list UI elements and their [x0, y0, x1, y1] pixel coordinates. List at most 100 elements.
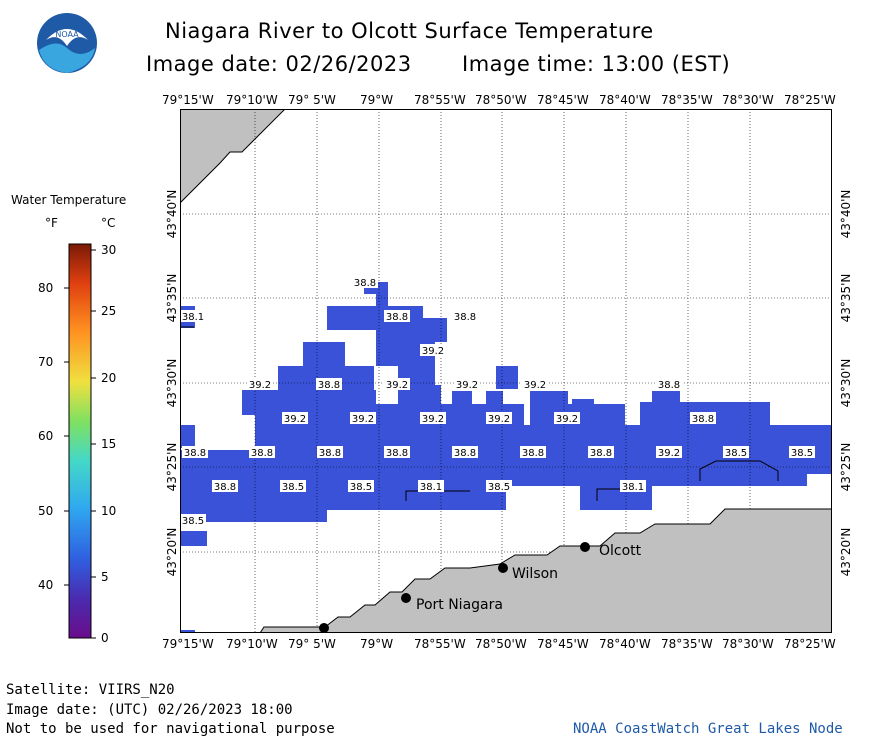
lon-label-top: 78°25'W — [784, 93, 836, 107]
credit-link[interactable]: NOAA CoastWatch Great Lakes Node — [573, 721, 843, 737]
temp-label-bg — [317, 446, 343, 458]
lat-label-right: 43°35'N — [839, 273, 853, 323]
temp-label-bg — [588, 446, 614, 458]
lon-label-top: 78°55'W — [414, 93, 466, 107]
f-tick-70: 70 — [38, 355, 54, 369]
color-scale — [64, 243, 96, 639]
lon-label-bottom: 79°10'W — [226, 637, 278, 651]
temp-label-bg — [554, 412, 580, 424]
scale-ticks — [64, 249, 96, 639]
lon-label-bottom: 78°25'W — [784, 637, 836, 651]
c-tick-25: 25 — [101, 304, 117, 318]
temp-label-bg — [384, 446, 410, 458]
temp-label-bg — [452, 310, 478, 322]
temp-label: 39.2 — [249, 380, 271, 391]
temp-label: 38.8 — [454, 312, 476, 323]
c-tick-30: 30 — [101, 243, 117, 257]
temp-label-bg — [180, 514, 206, 526]
lon-label-top: 79° 5'W — [288, 93, 336, 107]
temp-label: 39.2 — [422, 414, 444, 425]
temp-label: 38.5 — [725, 448, 747, 459]
satellite-label: Satellite: VIIRS_N20 — [6, 682, 175, 698]
legend-title: Water Temperature — [11, 193, 127, 207]
temp-label: 39.2 — [284, 414, 306, 425]
temp-label-bg — [247, 378, 273, 390]
temp-label: 38.1 — [622, 482, 644, 493]
f-tick-50: 50 — [38, 504, 54, 518]
lon-label-top: 78°30'W — [722, 93, 774, 107]
place-label-olcott: Olcott — [599, 543, 642, 559]
lat-label-left: 43°20'N — [165, 527, 179, 577]
water-area — [180, 282, 832, 633]
temp-label-bg — [486, 412, 512, 424]
svg-text:NOAA: NOAA — [55, 30, 79, 39]
temp-label-bg — [486, 480, 512, 492]
temp-label-bg — [789, 446, 815, 458]
temp-label: 38.1 — [182, 312, 204, 323]
temp-label: 39.2 — [524, 380, 546, 391]
temp-label-bg — [420, 344, 446, 356]
temp-label: 38.5 — [791, 448, 813, 459]
page-title: Niagara River to Olcott Surface Temperat… — [165, 19, 654, 43]
lon-label-bottom: 79° 5'W — [288, 637, 336, 651]
temp-label-bg — [350, 412, 376, 424]
temp-label-bg — [656, 378, 682, 390]
niagara-mouth-marker — [319, 623, 329, 633]
temp-label: 38.8 — [658, 380, 680, 391]
lon-label-bottom: 79°15'W — [162, 637, 214, 651]
temp-label-bg — [282, 412, 308, 424]
lon-label-bottom: 78°30'W — [722, 637, 774, 651]
temp-label-bg — [420, 412, 446, 424]
lon-label-bottom: 78°55'W — [414, 637, 466, 651]
temp-label: 39.2 — [556, 414, 578, 425]
lat-label-right: 43°25'N — [839, 442, 853, 492]
f-tick-60: 60 — [38, 429, 54, 443]
lat-label-right: 43°40'N — [839, 189, 853, 239]
f-tick-40: 40 — [38, 578, 54, 592]
place-markers: Olcott Wilson Port Niagara — [319, 542, 642, 633]
lon-label-top: 78°40'W — [599, 93, 651, 107]
lon-label-bottom: 78°45'W — [537, 637, 589, 651]
temp-label: 38.1 — [420, 482, 442, 493]
wilson-marker — [498, 563, 508, 573]
temp-label: 38.8 — [251, 448, 273, 459]
lon-label-top: 79°10'W — [226, 93, 278, 107]
temp-label-bg — [384, 310, 410, 322]
image-time: Image time: 13:00 (EST) — [462, 52, 731, 76]
temp-label: 38.8 — [319, 448, 341, 459]
lon-label-top: 78°45'W — [537, 93, 589, 107]
temp-label-bg — [316, 378, 342, 390]
legend-unit-f: °F — [45, 216, 58, 230]
temp-label: 38.5 — [488, 482, 510, 493]
temp-label-bg — [723, 446, 749, 458]
lat-label-right: 43°20'N — [839, 527, 853, 577]
temp-label: 38.8 — [184, 448, 206, 459]
temp-label-bg — [454, 378, 480, 390]
temp-label-bg — [212, 480, 238, 492]
noaa-logo: NOAA — [37, 13, 97, 73]
map-frame — [180, 109, 832, 633]
c-tick-10: 10 — [101, 504, 117, 518]
port-niagara-marker — [401, 593, 411, 603]
temp-label: 38.8 — [692, 414, 714, 425]
lat-label-left: 43°25'N — [165, 442, 179, 492]
lon-label-top: 78°35'W — [661, 93, 713, 107]
temp-label-bg — [280, 480, 306, 492]
temp-label: 38.5 — [350, 482, 372, 493]
lat-label-left: 43°30'N — [165, 358, 179, 408]
lon-label-top: 79°W — [360, 93, 394, 107]
place-label-wilson: Wilson — [512, 566, 558, 582]
lat-label-right: 43°30'N — [839, 358, 853, 408]
lon-label-bottom: 78°40'W — [599, 637, 651, 651]
temp-label: 39.2 — [386, 380, 408, 391]
utc-date-label: Image date: (UTC) 02/26/2023 18:00 — [6, 702, 293, 718]
lon-label-bottom: 78°50'W — [475, 637, 527, 651]
temp-label-bg — [690, 412, 716, 424]
temp-label: 39.2 — [456, 380, 478, 391]
temp-label-bg — [249, 446, 275, 458]
temp-label-bg — [182, 446, 208, 458]
c-tick-20: 20 — [101, 371, 117, 385]
temp-label-bg — [348, 480, 374, 492]
temp-label: 38.8 — [354, 278, 376, 289]
legend-unit-c: °C — [101, 216, 116, 230]
